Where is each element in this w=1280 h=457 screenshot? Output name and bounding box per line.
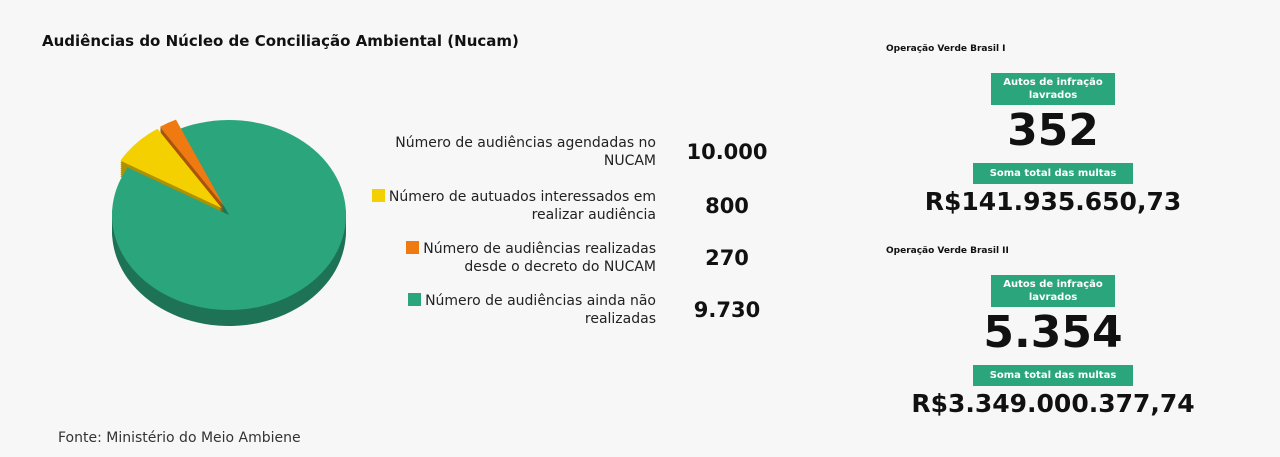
pie-slice (159, 119, 225, 207)
legend-label: Número de audiências ainda não realizada… (366, 292, 656, 328)
legend-swatch (406, 241, 420, 254)
legend-text: Número de autuados interessados em reali… (388, 189, 656, 223)
count-value: 352 (1007, 105, 1099, 156)
legend-swatch (408, 293, 422, 306)
pie-slice (111, 120, 346, 311)
legend-text: Número de audiências realizadas desde o … (423, 241, 656, 275)
legend-label: Número de autuados interessados em reali… (366, 188, 656, 224)
value-label: 800 (705, 194, 749, 218)
sum-value: R$3.349.000.377,74 (911, 389, 1195, 418)
source: Fonte: Ministério do Meio Ambiene (58, 430, 301, 446)
sum-badge: Soma total das multas (973, 163, 1133, 184)
legend-swatch (371, 189, 385, 202)
pie-slice (120, 128, 222, 209)
count-value: 5.354 (983, 307, 1123, 358)
value-label: 9.730 (693, 298, 761, 322)
legend-row: Número de audiências realizadas desde o … (380, 236, 780, 280)
legend-label: Número de audiências realizadas desde o … (366, 240, 656, 276)
count-badge: Autos de infração lavrados (991, 73, 1115, 105)
chart-title: Audiências do Núcleo de Conciliação Ambi… (42, 32, 519, 50)
legend-row: Número de autuados interessados em reali… (371, 184, 780, 228)
operation-title: Operação Verde Brasil II (886, 246, 1009, 256)
pie-chart (111, 119, 347, 327)
sum-value: R$141.935.650,73 (924, 187, 1182, 216)
legend-row: Número de audiências ainda não realizada… (380, 288, 780, 332)
value-label: 270 (705, 246, 749, 270)
total-row: Número de audiências agendadas no NUCAM … (380, 130, 780, 174)
legend-text: Número de audiências ainda não realizada… (425, 293, 656, 327)
count-badge: Autos de infração lavrados (991, 275, 1115, 307)
total-label: Número de audiências agendadas no NUCAM (395, 135, 656, 169)
total-value: 10.000 (686, 140, 768, 164)
operation-title: Operação Verde Brasil I (886, 44, 1006, 54)
sum-badge: Soma total das multas (973, 365, 1133, 386)
